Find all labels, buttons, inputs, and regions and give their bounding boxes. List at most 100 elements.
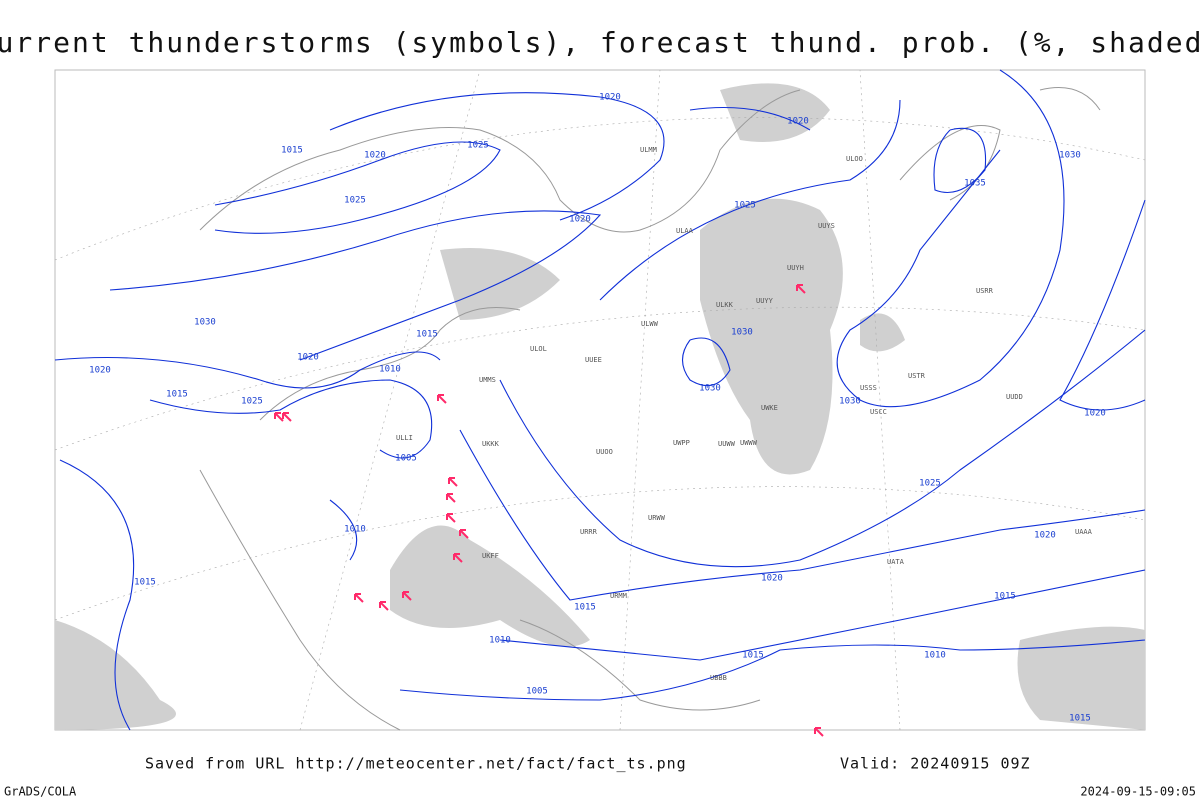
shade-area — [720, 83, 830, 142]
isobar-label: 1030 — [839, 397, 861, 407]
station-label: UWPP — [673, 439, 690, 447]
isobar-labels: 1020 1015 1020 1025 1025 1020 1025 1020 … — [89, 93, 1106, 724]
station-label: UUYS — [818, 222, 835, 230]
isobar-label: 1005 — [526, 687, 548, 697]
station-label: UUEE — [585, 356, 602, 364]
isobar-label: 1030 — [1059, 151, 1081, 161]
isobars — [54, 69, 1146, 731]
map-frame — [54, 69, 1146, 731]
isobar-label: 1015 — [281, 146, 303, 156]
isobar — [681, 337, 731, 387]
isobar-label: 1020 — [569, 215, 591, 225]
station-label: ULAA — [676, 227, 694, 235]
isobar-label: 1010 — [379, 365, 401, 375]
grid-line — [619, 69, 661, 731]
station-label: UKKK — [482, 440, 500, 448]
isobar-label: 1020 — [1084, 409, 1106, 419]
isobar — [599, 99, 901, 301]
isobar — [329, 92, 665, 221]
coastline — [199, 469, 401, 731]
isobar-label: 1025 — [241, 397, 263, 407]
station-label: ULMM — [640, 146, 657, 154]
grid-line — [859, 69, 901, 731]
station-label: UKFF — [482, 552, 499, 560]
thunderstorm-symbol — [446, 477, 469, 563]
isobar — [689, 106, 811, 131]
isobar — [499, 569, 1146, 661]
isobar — [399, 639, 1146, 701]
isobar — [499, 329, 1146, 568]
isobar — [933, 127, 987, 194]
thunderstorm-symbol — [274, 412, 292, 422]
credit: GrADS/COLA — [4, 785, 77, 799]
station-label: URWW — [648, 514, 666, 522]
isobar-label: 1015 — [416, 330, 438, 340]
isobar-label: 1020 — [599, 93, 621, 103]
station-label: ULOO — [846, 155, 863, 163]
isobar — [329, 499, 358, 561]
valid-time: Valid: 20240915 09Z — [840, 755, 1031, 773]
station-label: UUYY — [756, 297, 774, 305]
station-label: UATA — [887, 558, 905, 566]
station-label: ULOL — [530, 345, 547, 353]
station-label: UWWW — [740, 439, 758, 447]
isobar-label: 1025 — [467, 141, 489, 151]
isobar — [459, 429, 1146, 601]
isobar — [109, 210, 602, 361]
grid-line — [54, 306, 1146, 451]
station-label: UUYH — [787, 264, 804, 272]
station-label: USTR — [908, 372, 926, 380]
thunderstorm-symbols — [274, 284, 824, 737]
thunderstorm-symbol — [354, 591, 412, 611]
isobar-label: 1020 — [297, 353, 319, 363]
isobar-label: 1020 — [89, 366, 111, 376]
station-label: ULWW — [641, 320, 659, 328]
shade-area — [440, 248, 560, 320]
isobar-label: 1020 — [1034, 531, 1056, 541]
isobar — [214, 141, 501, 234]
isobar — [54, 351, 441, 389]
isobar — [149, 379, 433, 459]
isobar-label: 1030 — [731, 328, 753, 338]
station-label: URMM — [610, 592, 627, 600]
coastline — [259, 307, 521, 421]
isobar-label: 1005 — [395, 454, 417, 464]
station-label: USRR — [976, 287, 994, 295]
isobar-label: 1015 — [994, 592, 1016, 602]
isobar-label: 1015 — [574, 603, 596, 613]
isobar-label: 1030 — [194, 318, 216, 328]
isobar-label: 1010 — [924, 651, 946, 661]
station-label: UUWW — [718, 440, 736, 448]
shade-area — [860, 313, 905, 352]
station-label: URRR — [580, 528, 598, 536]
thunderstorm-symbol — [796, 284, 806, 294]
isobar — [836, 69, 1065, 408]
timestamp: 2024-09-15-09:05 — [1080, 785, 1196, 799]
isobar — [1059, 199, 1146, 411]
grid-line — [299, 69, 481, 731]
shade-area — [390, 525, 590, 647]
isobar-label: 1020 — [787, 117, 809, 127]
thunderstorm-symbol — [814, 727, 824, 737]
isobar-label: 1015 — [166, 390, 188, 400]
grid-line — [54, 486, 1146, 621]
source-url: Saved from URL http://meteocenter.net/fa… — [145, 755, 687, 773]
station-labels: ULMM ULOO UUYS ULAA UUYH ULKK UUYY ULWW … — [396, 146, 1093, 682]
isobar-label: 1030 — [699, 384, 721, 394]
isobar-label: 1010 — [344, 525, 366, 535]
station-label: UWKE — [761, 404, 778, 412]
graticule — [54, 69, 1146, 731]
title: Current thunderstorms (symbols), forecas… — [0, 26, 1200, 59]
isobar-label: 1015 — [742, 651, 764, 661]
isobar-label: 1025 — [919, 479, 941, 489]
isobar — [59, 459, 135, 731]
isobar-label: 1025 — [734, 201, 756, 211]
isobar-label: 1010 — [489, 636, 511, 646]
isobar-label: 1015 — [1069, 714, 1091, 724]
isobar-label: 1020 — [761, 574, 783, 584]
map: 1020 1015 1020 1025 1025 1020 1025 1020 … — [54, 69, 1146, 737]
isobar-label: 1025 — [344, 196, 366, 206]
station-label: ULKK — [716, 301, 734, 309]
